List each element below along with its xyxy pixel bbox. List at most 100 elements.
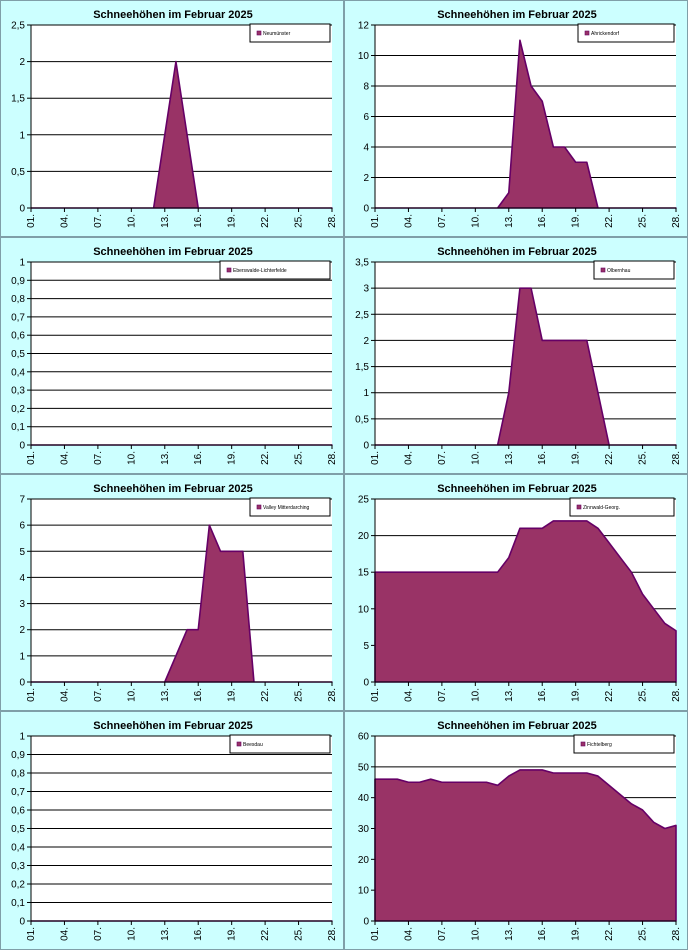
x-tick-label: 10. [470,451,481,465]
x-tick-label: 25. [638,214,649,228]
chart-panel-eberswalde: Schneehöhen im Februar 2025 0 0,1 0,2 0,3 0,4… [0,237,344,474]
x-tick-label: 07. [93,927,104,941]
y-tick-label: 0,2 [11,880,25,891]
legend-swatch [584,30,590,36]
x-tick-label: 07. [93,688,104,702]
x-tick-label: 28. [327,927,338,941]
y-tick-label: 1 [19,732,25,743]
legend-label: Ahrickendorf [591,31,620,37]
x-tick-label: 01. [26,927,37,941]
x-tick-label: 28. [327,451,338,465]
x-tick-label: 13. [160,927,171,941]
y-tick-label: 0,1 [11,898,25,909]
x-tick-label: 28. [671,927,682,941]
y-tick-label: 0,5 [11,167,25,178]
x-tick-label: 04. [59,451,70,465]
x-tick-label: 10. [470,214,481,228]
y-tick-label: 50 [358,762,370,773]
y-tick-label: 0,3 [11,861,25,872]
x-tick-label: 04. [403,688,414,702]
chart-panel-ahrickendorf: Schneehöhen im Februar 2025 0 2 4 6 8 10 12 01. 0… [344,0,688,237]
chart-title: Schneehöhen im Februar 2025 [437,9,597,21]
x-tick-label: 10. [126,927,137,941]
x-tick-label: 10. [470,688,481,702]
x-tick-label: 13. [504,688,515,702]
chart-svg: Schneehöhen im Februar 2025 0 0,1 0,2 0,3 0,4… [11,720,338,941]
x-tick-label: 28. [671,451,682,465]
y-tick-label: 1 [19,258,25,269]
y-tick-label: 2,5 [11,21,25,32]
legend-swatch [580,741,586,747]
x-tick-label: 10. [126,688,137,702]
x-tick-label: 13. [504,451,515,465]
x-tick-label: 10. [126,451,137,465]
x-tick-label: 07. [93,214,104,228]
y-tick-label: 0 [363,204,369,215]
x-tick-label: 28. [327,214,338,228]
chart-title: Schneehöhen im Februar 2025 [93,483,253,495]
x-tick-label: 16. [537,214,548,228]
legend-swatch [576,504,582,510]
x-tick-label: 04. [403,451,414,465]
y-tick-label: 5 [363,641,369,652]
y-tick-label: 0,1 [11,422,25,433]
x-tick-label: 22. [260,927,271,941]
legend-label: Neumünster [263,31,291,37]
x-tick-label: 01. [26,214,37,228]
x-tick-label: 28. [671,214,682,228]
y-tick-label: 6 [19,521,25,532]
x-tick-label: 19. [571,688,582,702]
x-tick-label: 16. [193,927,204,941]
legend-swatch [256,30,262,36]
legend-label: Olbernhau [607,268,631,274]
chart-svg: Schneehöhen im Februar 2025 0 0,5 1 1,5 2 2,5 3… [355,246,682,465]
legend-swatch [600,267,606,273]
y-tick-label: 0,9 [11,750,25,761]
x-tick-label: 22. [604,927,615,941]
x-tick-label: 25. [294,451,305,465]
chart-title: Schneehöhen im Februar 2025 [93,246,253,258]
x-tick-label: 01. [26,688,37,702]
x-tick-label: 01. [26,451,37,465]
y-tick-label: 10 [358,886,370,897]
y-tick-label: 1,5 [11,94,25,105]
y-tick-label: 10 [358,51,370,62]
y-tick-label: 12 [358,21,370,32]
y-tick-label: 0,8 [11,769,25,780]
x-tick-label: 19. [227,688,238,702]
y-tick-label: 2 [363,336,369,347]
x-tick-label: 07. [437,214,448,228]
legend-box [219,260,331,280]
y-tick-label: 1,5 [355,362,369,373]
x-tick-label: 19. [227,214,238,228]
chart-title: Schneehöhen im Februar 2025 [437,483,597,495]
x-tick-label: 01. [370,927,381,941]
series-area [374,769,677,922]
x-tick-label: 19. [227,927,238,941]
x-tick-label: 04. [59,214,70,228]
x-tick-label: 25. [294,927,305,941]
legend-box [249,497,331,517]
y-tick-label: 3 [19,599,25,610]
y-tick-label: 0,5 [355,414,369,425]
y-tick-label: 0,7 [11,312,25,323]
y-tick-label: 0 [363,678,369,689]
chart-panel-zinnwald: Schneehöhen im Februar 2025 0 5 10 15 20 25 01.… [344,474,688,711]
series-area [374,520,677,683]
x-tick-label: 19. [571,927,582,941]
x-tick-label: 16. [193,451,204,465]
chart-svg: Schneehöhen im Februar 2025 0 1 2 3 4 5 6 7 01. 04… [19,483,338,702]
x-tick-label: 28. [327,688,338,702]
x-tick-label: 10. [470,927,481,941]
y-tick-label: 60 [358,732,370,743]
y-tick-label: 0 [363,917,369,928]
x-tick-label: 19. [571,214,582,228]
chart-panel-fichtelberg: Schneehöhen im Februar 2025 0 10 20 30 40 50 60… [344,711,688,950]
legend-label: Zinnwald-Georg. [583,505,620,511]
y-tick-label: 2 [19,57,25,68]
legend-box [249,23,331,43]
x-tick-label: 25. [638,688,649,702]
y-tick-label: 0,6 [11,806,25,817]
y-tick-label: 0,4 [11,367,25,378]
chart-svg: Schneehöhen im Februar 2025 0 5 10 15 20 25 01.… [358,483,682,702]
